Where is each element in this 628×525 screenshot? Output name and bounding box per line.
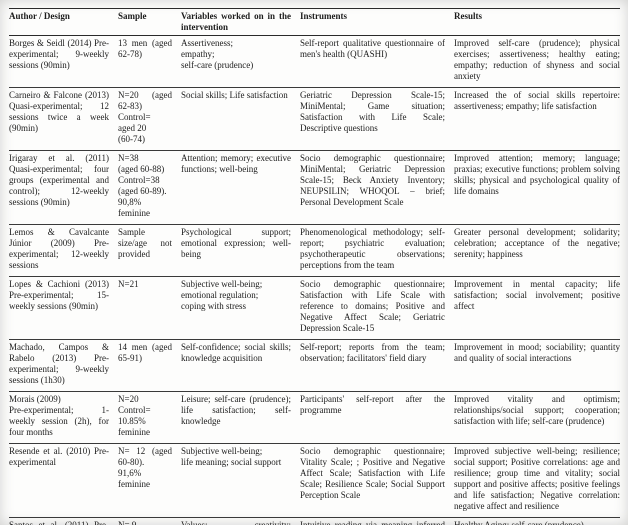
column-header-results: Results bbox=[454, 8, 620, 36]
table-row: Machado, Campos & Rabelo (2013) Pre-expe… bbox=[9, 340, 620, 392]
column-header-variables: Variables worked on in the intervention bbox=[181, 8, 300, 36]
cell-author-design: Santos et al. (2011) Pre-experimental; 9… bbox=[9, 520, 109, 525]
cell-author-design: Irigaray et al. (2011) Quasi-experimenta… bbox=[9, 153, 109, 207]
table-row: Resende et al. (2010) Pre-experimental N… bbox=[9, 444, 620, 518]
cell-variables: Values; creativity; concentration; self-… bbox=[181, 520, 291, 525]
cell-author-design: Lemos & Cavalcante Júnior (2009) Pre-exp… bbox=[9, 227, 109, 270]
cell-results: Greater personal development; solidarity… bbox=[454, 227, 620, 259]
cell-author-design: Carneiro & Falcone (2013) Quasi-experime… bbox=[9, 90, 109, 133]
cell-instruments: Phenomenological methodology; self-repor… bbox=[300, 227, 445, 270]
cell-sample: 13 men (aged 62-78) bbox=[118, 38, 172, 59]
cell-sample: N= 12 (aged 60-80). 91,6% feminine bbox=[118, 446, 172, 489]
cell-sample: N=20 Control= 10.85% feminine bbox=[118, 394, 151, 437]
cell-instruments: Socio demographic questionnaire; Satisfa… bbox=[300, 279, 445, 333]
cell-variables: Subjective well-being; life meaning; soc… bbox=[181, 446, 282, 467]
cell-sample: N= 9 bbox=[118, 520, 137, 525]
cell-results: Improvement in mental capacity; life sat… bbox=[454, 279, 620, 311]
table-row: Santos et al. (2011) Pre-experimental; 9… bbox=[9, 518, 620, 525]
table-header-row: Author / Design Sample Variables worked … bbox=[9, 8, 620, 36]
cell-results: Improved vitality and optimism; relation… bbox=[454, 394, 620, 426]
table-row: Borges & Seidl (2014) Pre-experimental; … bbox=[9, 36, 620, 88]
table-row: Morais (2009) Pre-experimental; 1-weekly… bbox=[9, 392, 620, 444]
cell-instruments: Participants' self-report after the prog… bbox=[300, 394, 445, 415]
cell-sample: N=21 bbox=[118, 279, 139, 289]
cell-sample: N=20 (aged 62-83) Control= aged 20 (60-7… bbox=[118, 90, 172, 144]
cell-variables: Psychological support; emotional express… bbox=[181, 227, 291, 259]
cell-author-design: Morais (2009) Pre-experimental; 1-weekly… bbox=[9, 394, 109, 437]
cell-instruments: Self-report; reports from the team; obse… bbox=[300, 342, 445, 363]
table-row: Lemos & Cavalcante Júnior (2009) Pre-exp… bbox=[9, 225, 620, 277]
cell-author-design: Machado, Campos & Rabelo (2013) Pre-expe… bbox=[9, 342, 109, 385]
table-row: Irigaray et al. (2011) Quasi-experimenta… bbox=[9, 151, 620, 225]
cell-instruments: Socio demographic questionnaire; MiniMen… bbox=[300, 153, 445, 207]
cell-results: Improved self-care (prudence); physical … bbox=[454, 38, 620, 81]
cell-variables: Attention; memory; executive functions; … bbox=[181, 153, 291, 174]
cell-instruments: Intuitive reading via meaning inferred b… bbox=[300, 520, 445, 525]
cell-sample: 14 men (aged 65-91) bbox=[118, 342, 172, 363]
column-header-instruments: Instruments bbox=[300, 8, 454, 36]
cell-sample: Sample size/age not provided bbox=[118, 227, 172, 259]
column-header-sample: Sample bbox=[118, 8, 181, 36]
cell-variables: Assertiveness; empathy; self-care (prude… bbox=[181, 38, 254, 70]
cell-sample: N=38 (aged 60-88) Control=38 (aged 60-89… bbox=[118, 153, 167, 218]
cell-author-design: Resende et al. (2010) Pre-experimental bbox=[9, 446, 109, 467]
cell-results: Improvement in mood; sociability; quanti… bbox=[454, 342, 620, 363]
cell-variables: Social skills; Life satisfaction bbox=[181, 90, 288, 100]
cell-results: Healthy Aging; self-care (prudence) bbox=[454, 520, 584, 525]
cell-variables: Subjective well-being; emotional regulat… bbox=[181, 279, 263, 311]
cell-variables: Self-confidence; social skills; knowledg… bbox=[181, 342, 291, 363]
cell-instruments: Socio demographic questionnaire; Vitalit… bbox=[300, 446, 445, 500]
table-row: Lopes & Cachioni (2013) Pre-experimental… bbox=[9, 277, 620, 340]
cell-instruments: Geriatric Depression Scale-15; MiniMenta… bbox=[300, 90, 445, 133]
cell-results: Improved attention; memory; language; pr… bbox=[454, 153, 620, 196]
literature-review-table: Author / Design Sample Variables worked … bbox=[9, 8, 620, 525]
cell-author-design: Borges & Seidl (2014) Pre-experimental; … bbox=[9, 38, 109, 70]
cell-author-design: Lopes & Cachioni (2013) Pre-experimental… bbox=[9, 279, 109, 311]
cell-results: Improved subjective well-being; resilien… bbox=[454, 446, 620, 511]
cell-variables: Leisure; self-care (prudence); life sati… bbox=[181, 394, 291, 426]
cell-instruments: Self-report qualitative questionnaire of… bbox=[300, 38, 445, 59]
column-header-author-design: Author / Design bbox=[9, 8, 118, 36]
cell-results: Increased the of social skills repertoir… bbox=[454, 90, 620, 111]
table-row: Carneiro & Falcone (2013) Quasi-experime… bbox=[9, 88, 620, 151]
